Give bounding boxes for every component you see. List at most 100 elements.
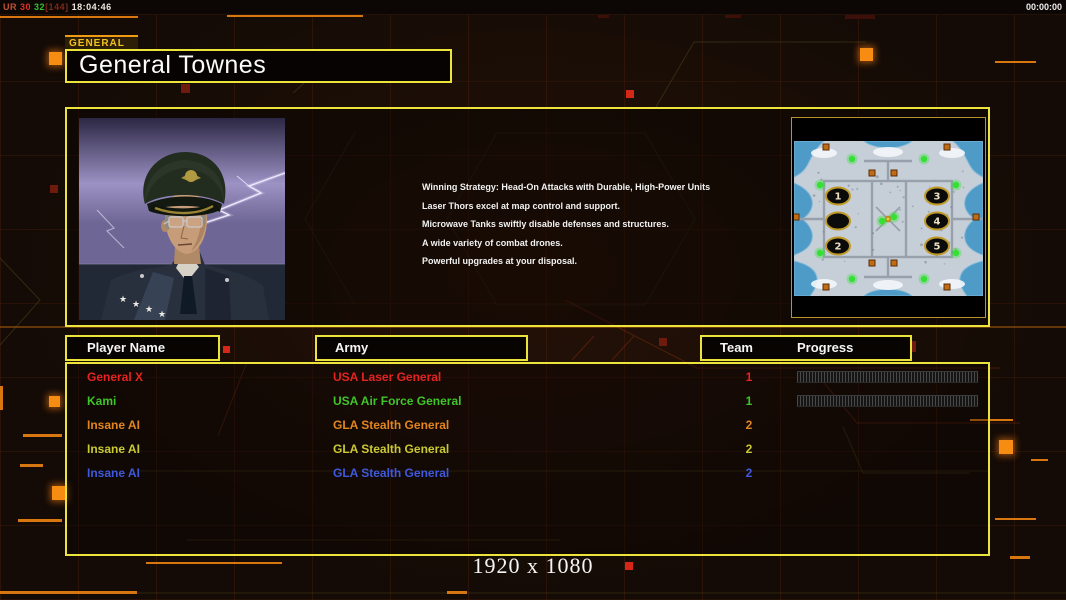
player-team: 2: [745, 466, 753, 480]
general-info-panel: ★ ★ ★ ★ Winning Strategy: Head-On Attack…: [65, 107, 990, 327]
map-green-marker: [890, 213, 898, 221]
strategy-line: A wide variety of combat drones.: [422, 237, 563, 248]
player-army: GLA Stealth General: [333, 442, 450, 456]
map-green-marker: [848, 275, 856, 283]
strategy-line: Powerful upgrades at your disposal.: [422, 256, 578, 266]
deco-dash: [227, 15, 363, 17]
deco-square: [49, 52, 62, 65]
map-preview-image: 1 3 4 2 5: [794, 141, 983, 296]
player-team: 1: [745, 394, 753, 408]
player-row: Kami USA Air Force General 1: [67, 389, 988, 413]
player-name: Insane AI: [87, 442, 140, 456]
svg-text:★: ★: [145, 305, 153, 315]
header-progress: Progress: [797, 340, 854, 355]
deco-square: [50, 185, 58, 193]
deco-square: [49, 396, 60, 407]
general-portrait-image: ★ ★ ★ ★: [79, 118, 285, 320]
map-start-slot-number: 1: [835, 192, 842, 203]
deco-square: [860, 48, 873, 61]
map-orange-marker: [868, 169, 876, 177]
deco-dash: [970, 419, 1013, 421]
map-orange-marker: [794, 213, 800, 221]
player-army: GLA Stealth General: [333, 418, 450, 432]
strategy-line: Microwave Tanks swiftly disable defenses…: [422, 219, 669, 229]
deco-dash: [20, 464, 43, 467]
svg-text:★: ★: [132, 300, 140, 310]
player-list-panel: General X USA Laser General 1 Kami USA Air F…: [65, 362, 990, 556]
deco-dash: [1010, 556, 1030, 559]
debug-stat-value: 32: [34, 2, 46, 12]
game-timer: 00:00:00: [1025, 2, 1062, 12]
svg-text:★: ★: [119, 295, 127, 305]
map-start-slot: [924, 211, 950, 231]
debug-readout: UR 30 32[144] 18:04:46: [3, 2, 112, 12]
player-army: GLA Stealth General: [333, 466, 450, 480]
map-orange-marker: [890, 169, 898, 177]
deco-square: [626, 90, 634, 98]
map-orange-marker: [943, 143, 951, 151]
map-orange-marker: [943, 283, 951, 291]
player-name: General X: [87, 370, 144, 384]
deco-square: [999, 440, 1013, 454]
deco-square: [625, 562, 633, 570]
player-name: Kami: [87, 394, 117, 408]
player-row: Insane AI GLA Stealth General 2: [67, 413, 988, 437]
map-start-slot-number: 4: [934, 217, 941, 228]
player-team: 2: [745, 442, 753, 456]
general-title: General Townes: [65, 49, 452, 83]
header-army: Army: [315, 335, 528, 361]
map-preview: 1 3 4 2 5: [791, 117, 986, 318]
map-green-marker: [816, 181, 824, 189]
map-orange-marker: [822, 283, 830, 291]
player-team: 1: [745, 370, 753, 384]
deco-square: [52, 486, 66, 500]
map-green-marker: [816, 249, 824, 257]
deco-dash: [0, 16, 138, 18]
map-start-slot: [825, 211, 851, 231]
player-row: General X USA Laser General 1: [67, 365, 988, 389]
deco-dash: [23, 434, 62, 437]
svg-text:★: ★: [158, 310, 166, 320]
top-status-bar: UR 30 32[144] 18:04:46 00:00:00: [0, 0, 1066, 15]
deco-dash: [995, 518, 1036, 520]
player-army: USA Laser General: [333, 370, 442, 384]
map-start-slot-number: 3: [934, 192, 941, 203]
player-name: Insane AI: [87, 418, 140, 432]
map-green-marker: [952, 249, 960, 257]
player-army: USA Air Force General: [333, 394, 462, 408]
deco-horizontal-line: [0, 326, 1066, 328]
map-orange-marker: [822, 143, 830, 151]
deco-square: [181, 84, 190, 93]
map-start-slot: [825, 236, 851, 256]
deco-dash: [18, 519, 62, 522]
deco-dash: [0, 591, 137, 594]
deco-square: [659, 338, 667, 346]
deco-dash: [995, 61, 1036, 63]
map-green-marker: [848, 155, 856, 163]
strategy-line: Laser Thors excel at map control and sup…: [422, 200, 621, 211]
map-start-slot: [924, 186, 950, 206]
map-green-marker: [878, 217, 886, 225]
deco-dash: [146, 562, 282, 564]
debug-clock: 18:04:46: [71, 2, 112, 12]
header-team-progress: Team Progress: [700, 335, 912, 361]
debug-bracket-value: [144]: [45, 2, 69, 12]
deco-square: [223, 346, 230, 353]
header-team: Team: [720, 340, 753, 355]
map-start-slot: [924, 236, 950, 256]
debug-fps-value: 30: [20, 2, 32, 12]
general-portrait: ★ ★ ★ ★: [79, 118, 285, 320]
map-green-marker: [920, 275, 928, 283]
debug-label: UR: [3, 2, 17, 12]
player-row: Insane AI GLA Stealth General 2: [67, 437, 988, 461]
player-progress-bar: [797, 395, 978, 407]
map-orange-marker: [868, 259, 876, 267]
player-name: Insane AI: [87, 466, 140, 480]
strategy-text: Winning Strategy: Head-On Attacks with D…: [422, 178, 767, 271]
map-start-slot-number: 5: [934, 242, 941, 253]
map-orange-marker: [890, 259, 898, 267]
strategy-line: Winning Strategy: Head-On Attacks with D…: [422, 182, 711, 192]
map-green-marker: [952, 181, 960, 189]
